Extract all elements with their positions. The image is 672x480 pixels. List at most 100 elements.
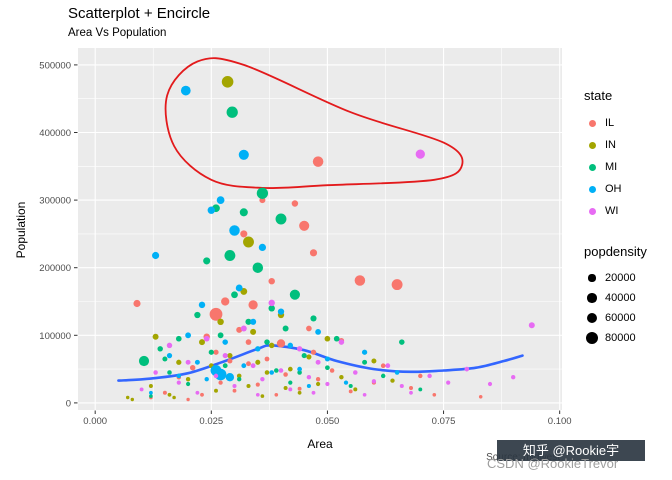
data-point-WI [288, 387, 293, 392]
data-point-OH [149, 390, 153, 395]
data-point-WI [464, 366, 470, 372]
data-point-MI [288, 380, 293, 385]
legend-color-key-icon [584, 119, 600, 127]
data-point-IL [246, 361, 251, 367]
legend-state-item-IL: IL [584, 112, 670, 134]
legend-state-item-MI: MI [584, 156, 670, 178]
x-tick-label: 0.025 [199, 416, 223, 427]
data-point-IN [221, 75, 234, 88]
legend-state-items: IL IN MI OH WI [584, 112, 670, 222]
data-point-IL [297, 386, 302, 391]
legend-popdensity-title: popdensity [584, 244, 647, 259]
data-point-OH [343, 380, 349, 385]
data-point-OH [216, 196, 225, 204]
data-point-IL [354, 275, 366, 286]
data-point-WI [306, 374, 312, 380]
data-point-IL [189, 364, 196, 371]
data-point-IN [264, 370, 270, 375]
data-point-WI [338, 339, 345, 345]
data-point-IL [221, 297, 230, 306]
data-point-IL [245, 339, 252, 345]
data-point-IN [176, 359, 182, 365]
data-point-OH [255, 346, 261, 352]
data-point-IL [310, 349, 317, 355]
data-point-WI [385, 363, 391, 369]
data-point-MI [239, 208, 248, 217]
data-point-IL [306, 325, 312, 332]
data-point-MI [256, 187, 269, 199]
data-point-MI [222, 363, 228, 369]
y-tick-label: 500000 [39, 60, 71, 71]
legend-state-label: MI [605, 161, 618, 173]
legend-size-key-icon [584, 332, 600, 345]
legend-size-item-40000: 40000 [584, 288, 670, 308]
legend-size-item-80000: 80000 [584, 328, 670, 348]
legend-size-item-60000: 60000 [584, 308, 670, 328]
data-point-OH [204, 377, 209, 382]
legend-state-item-OH: OH [584, 178, 670, 200]
data-point-IN [172, 395, 176, 400]
x-axis-label: Area [307, 437, 333, 451]
data-point-WI [399, 383, 404, 389]
data-point-WI [427, 373, 432, 379]
data-point-IN [227, 352, 233, 359]
data-point-WI [240, 325, 247, 332]
data-point-MI [226, 106, 238, 118]
data-point-IL [409, 386, 413, 390]
data-point-IL [213, 349, 219, 355]
data-point-WI [195, 390, 200, 395]
data-point-IN [250, 328, 257, 335]
legend-size-key-icon [584, 274, 600, 282]
data-point-IL [240, 230, 248, 238]
data-point-IN [268, 342, 275, 349]
data-point-MI [282, 325, 289, 332]
legend-size-label: 80000 [605, 332, 636, 345]
x-tick-label: 0.000 [83, 416, 107, 427]
data-point-WI [139, 387, 144, 392]
data-point-IN [390, 378, 395, 383]
x-tick-label: 0.075 [432, 416, 456, 427]
data-point-OH [166, 352, 173, 359]
data-point-MI [310, 315, 317, 322]
data-point-MI [203, 257, 211, 265]
data-point-OH [152, 251, 160, 260]
data-point-MI [237, 377, 242, 382]
data-point-WI [528, 322, 535, 329]
y-axis-label: Population [14, 201, 28, 259]
data-point-IN [199, 339, 205, 346]
data-point-IN [324, 335, 331, 342]
data-point-IL [309, 249, 318, 257]
legend-color-key-icon [584, 207, 600, 215]
data-point-IN [316, 381, 321, 387]
data-point-MI [301, 353, 307, 359]
x-tick-label: 0.050 [316, 416, 340, 427]
y-tick-label: 0 [66, 398, 71, 409]
data-point-IN [167, 392, 172, 397]
data-point-IL [268, 277, 275, 285]
legend-color-key-icon [584, 163, 600, 171]
data-point-IL [248, 300, 258, 310]
data-point-OH [241, 363, 247, 369]
data-point-WI [511, 375, 516, 380]
data-point-WI [409, 390, 413, 395]
data-point-MI [186, 381, 191, 387]
data-point-OH [222, 339, 228, 345]
data-point-MI [138, 355, 150, 367]
data-point-IN [260, 394, 265, 398]
data-point-IL [276, 339, 286, 348]
watermark-csdn-text: CSDN @RookieTrevor [487, 456, 619, 471]
data-point-WI [487, 381, 493, 387]
data-point-IN [287, 366, 293, 372]
data-point-IN [125, 395, 130, 400]
data-point-OH [250, 318, 257, 325]
data-point-MI [252, 262, 264, 273]
legend-state-label: IL [605, 117, 615, 129]
data-point-WI [446, 380, 451, 385]
data-point-MI [162, 356, 168, 362]
chart-subtitle: Area Vs Population [68, 27, 167, 39]
data-point-IL [186, 397, 190, 402]
data-point-IL [329, 368, 335, 373]
data-point-IL [218, 380, 223, 385]
data-point-OH [176, 373, 182, 379]
